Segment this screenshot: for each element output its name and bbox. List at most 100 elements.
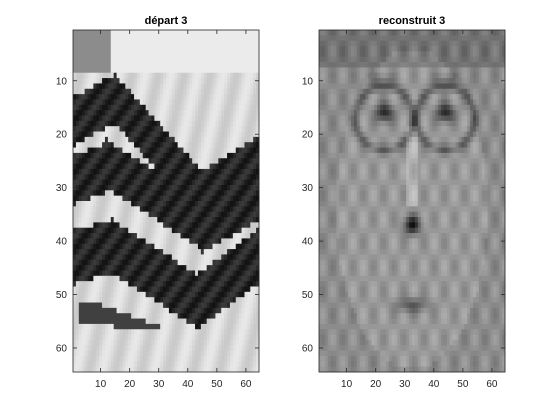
heatmap-cell [215, 323, 219, 330]
heatmap-cell [238, 211, 242, 218]
heatmap-cell [221, 211, 225, 218]
heatmap-cell [235, 281, 240, 287]
heatmap-cell [131, 291, 135, 298]
heatmap-cell [148, 174, 152, 181]
heatmap-cell [484, 88, 488, 95]
heatmap-cell [209, 302, 213, 309]
heatmap-cell [247, 313, 251, 319]
heatmap-cell [192, 158, 196, 164]
heatmap-cell [122, 195, 126, 202]
heatmap-cell [189, 323, 193, 330]
heatmap-cell [212, 201, 216, 207]
heatmap-cell [186, 35, 190, 42]
heatmap-cell [350, 88, 355, 95]
heatmap-cell [342, 72, 346, 79]
heatmap-cell [397, 83, 401, 90]
heatmap-cell [96, 126, 100, 132]
heatmap-cell [174, 115, 179, 122]
heatmap-cell [321, 88, 326, 95]
heatmap-cell [244, 227, 248, 234]
heatmap-cell [330, 99, 334, 106]
heatmap-cell [90, 88, 94, 95]
heatmap-cell [241, 30, 245, 36]
heatmap-cell [206, 46, 210, 52]
heatmap-cell [90, 206, 94, 213]
heatmap-cell [78, 142, 83, 148]
heatmap-cell [87, 142, 91, 148]
heatmap-cell [166, 233, 170, 239]
heatmap-cell [209, 201, 213, 207]
heatmap-cell [221, 88, 225, 95]
heatmap-cell [102, 35, 106, 42]
heatmap-cell [238, 323, 242, 330]
heatmap-cell [142, 233, 147, 239]
heatmap-cell [256, 211, 260, 218]
heatmap-cell [209, 131, 213, 138]
heatmap-cell [119, 275, 123, 282]
heatmap-cell [502, 83, 506, 90]
heatmap-cell [81, 78, 86, 84]
heatmap-cell [166, 249, 170, 255]
heatmap-cell [113, 184, 117, 191]
heatmap-cell [113, 46, 117, 52]
heatmap-cell [212, 184, 216, 191]
heatmap-cell [206, 35, 210, 42]
heatmap-cell [128, 206, 132, 213]
heatmap-cell [119, 270, 123, 277]
heatmap-cell [209, 281, 213, 287]
heatmap-cell [244, 270, 248, 277]
heatmap-cell [186, 72, 190, 79]
heatmap-cell [171, 174, 176, 181]
heatmap-cell [192, 361, 196, 368]
heatmap-cell [107, 329, 112, 335]
heatmap-cell [107, 94, 112, 100]
heatmap-cell [183, 270, 187, 277]
heatmap-cell [203, 131, 208, 138]
heatmap-cell [168, 56, 173, 63]
heatmap-cell [96, 238, 100, 245]
heatmap-cell [227, 184, 231, 191]
heatmap-cell [221, 131, 225, 138]
heatmap-cell [215, 275, 219, 282]
heatmap-cell [154, 265, 158, 271]
heatmap-cell [151, 201, 155, 207]
heatmap-cell [75, 147, 80, 154]
heatmap-cell [197, 254, 202, 261]
heatmap-cell [345, 46, 349, 52]
heatmap-cell [244, 259, 248, 266]
heatmap-cell [224, 35, 228, 42]
heatmap-cell [125, 62, 129, 68]
heatmap-cell [227, 35, 231, 42]
heatmap-cell [177, 88, 181, 95]
heatmap-cell [154, 243, 158, 250]
heatmap-cell [174, 179, 179, 186]
heatmap-cell [134, 110, 138, 116]
heatmap-cell [195, 195, 199, 202]
heatmap-cell [166, 56, 170, 63]
heatmap-cell [171, 366, 176, 373]
heatmap-cell [113, 147, 117, 154]
heatmap-cell [104, 211, 109, 218]
heatmap-cell [177, 211, 181, 218]
heatmap-cell [81, 227, 86, 234]
heatmap-cell [218, 136, 222, 143]
heatmap-cell [107, 131, 112, 138]
heatmap-cell [229, 323, 234, 330]
heatmap-cell [166, 366, 170, 373]
heatmap-cell [475, 67, 480, 74]
heatmap-cell [458, 72, 462, 79]
heatmap-cell [209, 120, 213, 127]
heatmap-cell [84, 201, 88, 207]
heatmap-cell [131, 158, 135, 164]
heatmap-cell [151, 302, 155, 309]
heatmap-cell [253, 190, 257, 197]
heatmap-cell [215, 72, 219, 79]
heatmap-cell [432, 51, 436, 58]
heatmap-cell [174, 131, 179, 138]
heatmap-cell [107, 233, 112, 239]
heatmap-cell [139, 88, 144, 95]
heatmap-cell [195, 51, 199, 58]
heatmap-cell [84, 366, 88, 373]
heatmap-cell [189, 217, 193, 223]
heatmap-cell [157, 291, 161, 298]
